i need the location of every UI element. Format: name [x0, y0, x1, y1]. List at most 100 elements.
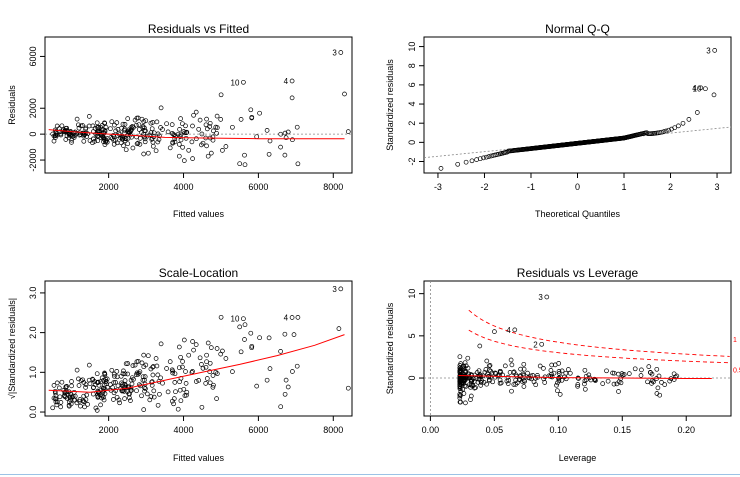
data-point — [58, 400, 64, 405]
data-point — [171, 401, 176, 407]
data-point — [249, 114, 255, 120]
data-point — [63, 394, 68, 400]
data-point — [50, 405, 56, 411]
cooks-label-05: 0.5 — [733, 368, 740, 375]
data-point — [80, 123, 85, 128]
data-point — [492, 152, 498, 158]
data-point — [172, 139, 178, 145]
data-point — [156, 137, 162, 142]
data-point — [105, 384, 110, 390]
data-point — [541, 376, 547, 382]
data-point — [509, 388, 514, 394]
data-point — [502, 363, 508, 369]
data-point — [567, 370, 573, 376]
data-point — [78, 403, 83, 409]
data-point — [475, 379, 481, 385]
data-point — [94, 120, 100, 126]
data-point — [91, 385, 96, 390]
data-point — [74, 400, 80, 406]
data-point — [172, 380, 178, 385]
data-point — [593, 378, 598, 383]
data-point — [673, 374, 678, 380]
x-axis-label: Theoretical Quantiles — [535, 209, 621, 219]
data-point — [180, 364, 185, 370]
data-point — [557, 392, 563, 397]
data-point — [655, 385, 661, 391]
data-point — [555, 380, 560, 386]
x-tick-label: 1 — [622, 182, 627, 192]
data-point — [125, 384, 131, 390]
data-point — [649, 381, 654, 386]
data-point — [142, 125, 147, 131]
data-point — [470, 383, 476, 389]
data-point — [178, 354, 183, 360]
data-point — [619, 371, 625, 376]
data-point — [135, 372, 141, 377]
data-point — [486, 378, 492, 384]
data-point — [112, 122, 117, 128]
data-point — [121, 389, 127, 394]
data-point — [95, 138, 101, 144]
data-point — [199, 362, 204, 367]
data-point — [109, 119, 115, 125]
data-point — [511, 370, 516, 375]
data-point — [142, 374, 148, 379]
data-point — [264, 128, 270, 133]
data-point — [144, 391, 150, 397]
data-point — [116, 397, 122, 403]
data-point — [218, 351, 224, 357]
data-point — [238, 117, 244, 122]
data-point — [468, 393, 474, 399]
data-point — [210, 384, 216, 390]
data-point — [142, 388, 147, 394]
data-point — [652, 130, 658, 136]
data-point — [457, 365, 463, 371]
data-point — [214, 371, 220, 376]
data-point — [183, 123, 188, 129]
y-tick-label: 0 — [407, 376, 417, 381]
data-point — [204, 116, 209, 122]
data-point — [150, 120, 156, 125]
data-point — [238, 349, 244, 355]
outlier-label: 2 — [533, 340, 538, 349]
data-point — [257, 335, 262, 341]
chart-title: Normal Q-Q — [545, 22, 610, 36]
data-point — [145, 353, 151, 359]
data-point — [76, 125, 82, 131]
data-point — [254, 134, 260, 140]
data-point — [81, 133, 87, 139]
data-point — [122, 122, 128, 127]
data-point — [148, 130, 154, 136]
data-point — [582, 381, 587, 387]
data-point — [576, 376, 581, 381]
data-point — [556, 369, 562, 374]
data-point — [67, 394, 73, 400]
data-point — [57, 394, 63, 400]
data-point — [266, 335, 272, 341]
data-point — [81, 393, 87, 399]
data-point — [484, 381, 489, 387]
x-tick-label: 8000 — [323, 182, 343, 192]
y-tick-label: 0 — [28, 132, 38, 137]
outlier-label: 10 — [231, 78, 240, 87]
data-point — [100, 393, 105, 399]
data-point — [527, 375, 532, 381]
data-point — [113, 388, 119, 393]
data-point — [582, 367, 588, 373]
data-point — [237, 324, 243, 330]
data-point — [278, 131, 284, 137]
data-point — [111, 380, 117, 385]
data-point — [474, 157, 479, 162]
data-point — [85, 402, 90, 407]
chart-title: Residuals vs Fitted — [148, 22, 249, 36]
data-point — [463, 159, 469, 165]
data-point — [616, 379, 622, 385]
data-point — [468, 382, 474, 388]
data-point — [521, 361, 527, 367]
data-point — [111, 397, 116, 402]
data-point — [507, 370, 513, 375]
data-point — [155, 402, 161, 408]
data-point — [230, 369, 235, 374]
data-point — [294, 363, 300, 369]
data-point — [478, 383, 484, 388]
